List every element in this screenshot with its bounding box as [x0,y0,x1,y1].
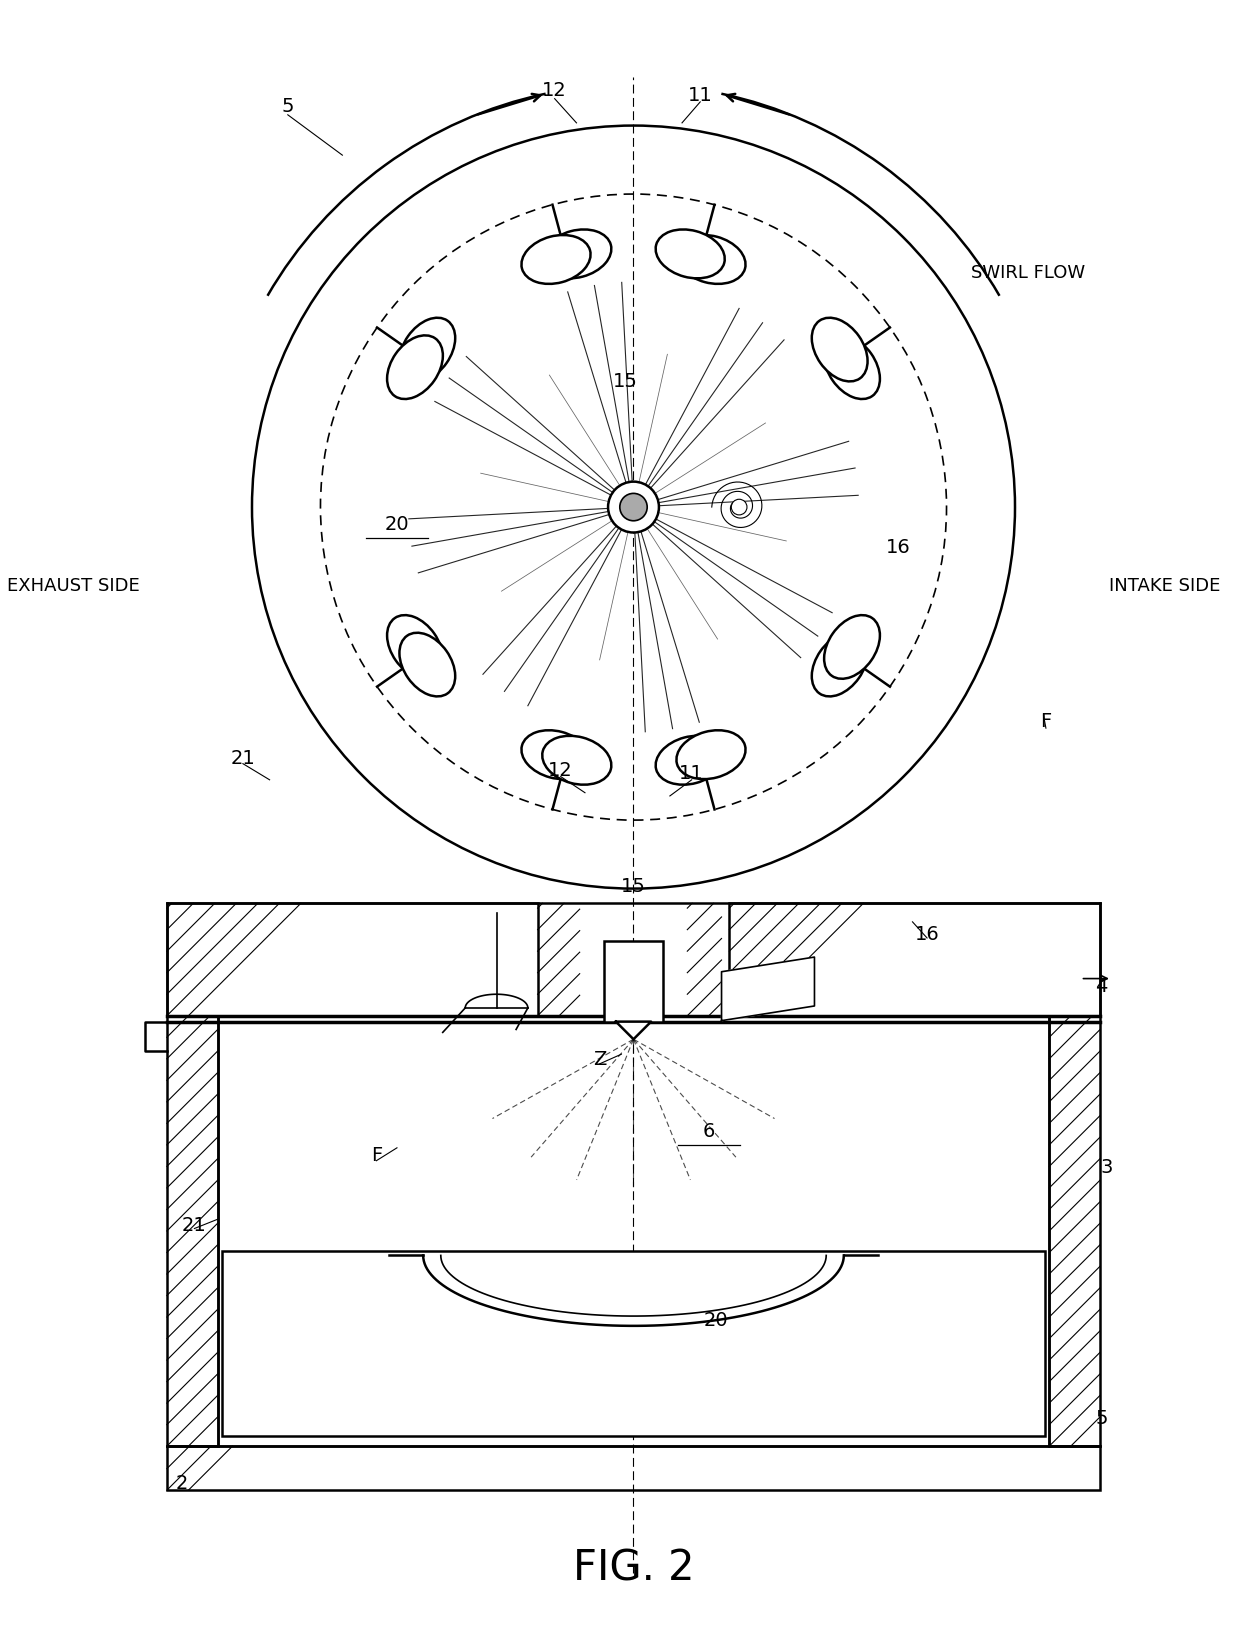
Ellipse shape [812,632,868,696]
Text: 12: 12 [542,81,567,101]
Ellipse shape [677,731,745,779]
Circle shape [620,493,647,521]
Text: FIG. 2: FIG. 2 [573,1548,694,1589]
Ellipse shape [522,731,590,779]
Text: 21: 21 [231,749,255,769]
Text: SWIRL FLOW: SWIRL FLOW [971,264,1085,282]
Text: 5: 5 [1095,1409,1109,1429]
Text: INTAKE SIDE: INTAKE SIDE [1109,578,1220,596]
Bar [222,1251,1045,1437]
Text: F: F [371,1147,382,1165]
Text: 20: 20 [703,1312,728,1330]
Text: 12: 12 [548,761,573,779]
Ellipse shape [656,229,724,279]
Bar [167,1016,218,1445]
Ellipse shape [825,335,880,399]
Text: 16: 16 [885,538,910,558]
Ellipse shape [812,318,868,381]
Circle shape [608,482,658,533]
Text: F: F [1040,713,1052,731]
Bar [1049,1016,1100,1445]
Text: 5: 5 [281,97,294,116]
Circle shape [732,500,746,515]
Text: EXHAUST SIDE: EXHAUST SIDE [6,578,139,596]
Text: 11: 11 [688,86,713,106]
Ellipse shape [542,736,611,785]
Polygon shape [722,957,815,1021]
Text: 16: 16 [915,926,940,944]
Text: Z: Z [593,1049,606,1069]
Text: 11: 11 [680,764,704,782]
Text: 3: 3 [1100,1158,1112,1176]
Text: 2: 2 [176,1473,188,1493]
Bar [167,1445,1100,1490]
Bar [604,942,663,1021]
Bar [167,903,538,1016]
Text: 15: 15 [613,371,637,391]
Text: 20: 20 [384,515,409,535]
Ellipse shape [399,318,455,381]
Text: 4: 4 [1095,977,1107,997]
Ellipse shape [542,229,611,279]
Text: 21: 21 [182,1216,207,1234]
Ellipse shape [522,234,590,284]
Ellipse shape [656,736,724,785]
Bar [729,903,1100,1016]
Polygon shape [616,1021,651,1040]
Ellipse shape [399,632,455,696]
Text: 15: 15 [621,876,646,896]
Ellipse shape [387,335,443,399]
Ellipse shape [677,234,745,284]
Text: 6: 6 [703,1122,715,1142]
Ellipse shape [387,615,443,678]
Ellipse shape [825,615,880,678]
